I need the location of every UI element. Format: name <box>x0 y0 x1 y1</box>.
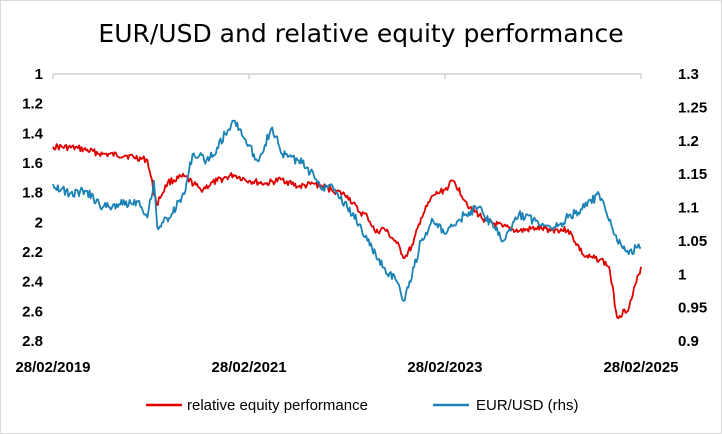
legend: relative equity performance EUR/USD (rhs) <box>146 397 579 414</box>
eurusd-line <box>52 119 642 302</box>
left-tick-label: 1.6 <box>22 155 43 172</box>
left-tick-label: 2.8 <box>22 333 43 350</box>
right-tick-label: 1.05 <box>678 233 707 250</box>
left-tick-label: 1.8 <box>22 185 43 202</box>
right-tick-label: 1.2 <box>678 133 699 150</box>
left-tick-label: 1.2 <box>22 96 43 113</box>
left-tick-label: 2 <box>35 214 43 231</box>
x-tick-label: 28/02/2023 <box>407 359 482 376</box>
chart-title: EUR/USD and relative equity performance <box>98 19 624 48</box>
axes: 28/02/2019 28/02/2021 28/02/2023 28/02/2025… <box>15 66 707 376</box>
series-lines <box>52 119 642 320</box>
legend-label: relative equity performance <box>187 397 368 414</box>
right-tick-label: 1.25 <box>678 99 707 116</box>
left-tick-label: 1 <box>35 66 43 83</box>
legend-label: EUR/USD (rhs) <box>476 397 579 414</box>
x-tick-label: 28/02/2025 <box>603 359 678 376</box>
x-tick-label: 28/02/2021 <box>212 359 287 376</box>
right-tick-label: 0.95 <box>678 300 707 317</box>
right-tick-label: 1.3 <box>678 66 699 83</box>
right-tick-label: 1.1 <box>678 200 699 217</box>
x-tick-label: 28/02/2019 <box>15 359 90 376</box>
left-tick-label: 1.4 <box>22 125 44 142</box>
left-tick-label: 2.4 <box>22 274 44 291</box>
left-tick-label: 2.2 <box>22 244 43 261</box>
relative-equity-line <box>52 143 642 320</box>
right-tick-label: 1.15 <box>678 166 707 183</box>
left-tick-label: 2.6 <box>22 303 43 320</box>
right-tick-label: 0.9 <box>678 333 699 350</box>
right-tick-label: 1 <box>678 266 686 283</box>
